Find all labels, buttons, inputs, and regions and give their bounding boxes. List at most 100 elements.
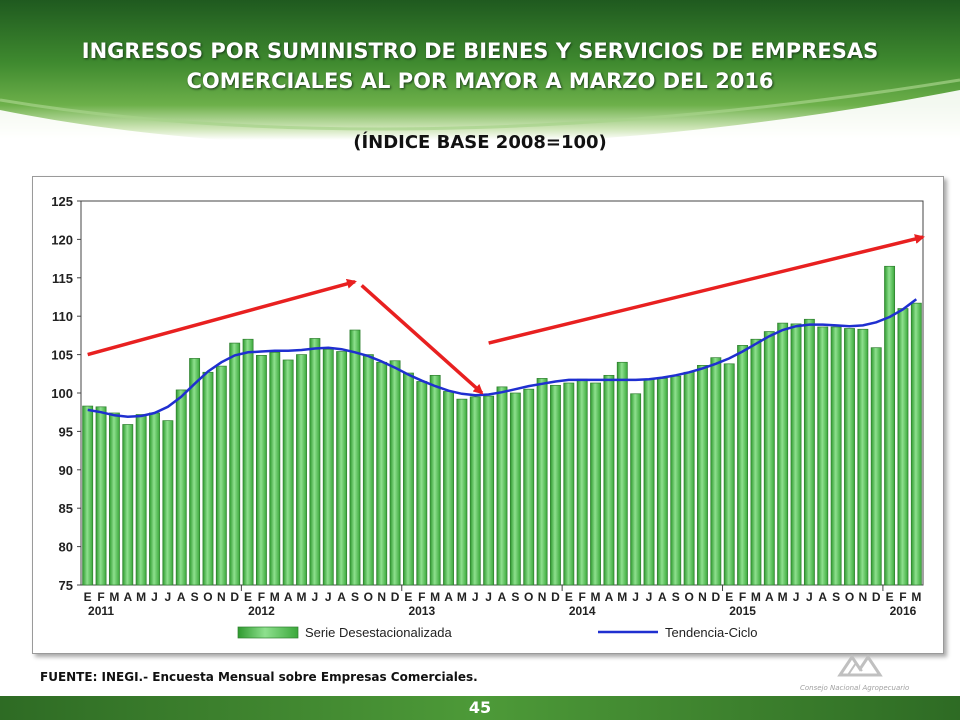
x-tick-label: S	[511, 590, 519, 604]
bar	[509, 392, 521, 586]
x-tick-label: S	[191, 590, 199, 604]
year-label: 2013	[408, 604, 435, 618]
bar	[336, 351, 348, 586]
bar	[683, 371, 695, 586]
x-tick-label: F	[418, 590, 425, 604]
x-tick-label: M	[778, 590, 788, 604]
x-tick-label: D	[230, 590, 239, 604]
year-label: 2016	[890, 604, 917, 618]
x-tick-label: A	[123, 590, 132, 604]
page-number: 45	[468, 698, 492, 717]
x-tick-label: J	[793, 590, 800, 604]
x-tick-label: A	[605, 590, 614, 604]
bar	[737, 345, 749, 586]
bar	[590, 382, 601, 586]
x-tick-label: N	[859, 590, 868, 604]
x-tick-label: M	[911, 590, 921, 604]
y-tick-label: 75	[59, 578, 73, 593]
x-tick-label: E	[886, 590, 894, 604]
bar	[443, 391, 454, 586]
bar	[135, 414, 147, 586]
year-label: 2012	[248, 604, 275, 618]
chart-subtitle: (ÍNDICE BASE 2008=100)	[353, 132, 607, 153]
x-tick-label: F	[899, 590, 906, 604]
x-tick-label: M	[591, 590, 601, 604]
trend-line	[87, 298, 918, 419]
y-tick-label: 115	[52, 271, 73, 286]
y-tick-label: 125	[51, 194, 73, 209]
x-tick-label: D	[712, 590, 721, 604]
year-label: 2015	[729, 604, 756, 618]
x-tick-label: O	[684, 590, 693, 604]
x-tick-label: J	[472, 590, 479, 604]
x-tick-label: D	[551, 590, 560, 604]
x-tick-label: S	[351, 590, 359, 604]
bar	[162, 420, 174, 586]
legend-bar-label: Serie Desestacionalizada	[305, 625, 452, 640]
bar	[550, 384, 561, 586]
x-tick-label: O	[364, 590, 373, 604]
bar	[910, 302, 922, 586]
bar	[309, 338, 321, 586]
year-label: 2014	[569, 604, 596, 618]
x-tick-label: F	[739, 590, 746, 604]
bar	[483, 395, 495, 586]
x-tick-label: A	[444, 590, 453, 604]
bar	[122, 424, 134, 586]
bar	[403, 372, 414, 586]
x-tick-label: E	[84, 590, 92, 604]
x-tick-label: N	[538, 590, 547, 604]
bar	[710, 357, 722, 586]
logo: Consejo Nacional Agropecuario	[800, 654, 909, 692]
x-tick-label: F	[97, 590, 104, 604]
y-tick-label: 100	[51, 386, 73, 401]
bar	[496, 386, 508, 586]
x-tick-label: A	[498, 590, 507, 604]
bar	[643, 378, 655, 586]
bar	[603, 374, 615, 586]
bar	[269, 351, 281, 586]
x-tick-label: A	[337, 590, 346, 604]
y-tick-label: 85	[59, 501, 73, 516]
bar	[376, 361, 388, 586]
x-tick-label: J	[485, 590, 492, 604]
bar	[777, 322, 789, 586]
x-tick-label: O	[524, 590, 533, 604]
bar	[870, 347, 882, 586]
x-tick-label: S	[832, 590, 840, 604]
bar	[523, 388, 535, 586]
x-tick-label: N	[377, 590, 386, 604]
bar	[857, 328, 869, 586]
bar	[790, 323, 802, 586]
bar	[189, 358, 201, 586]
trend-arrow	[360, 284, 484, 395]
x-tick-label: M	[297, 590, 307, 604]
svg-text:Consejo Nacional Agropecuario: Consejo Nacional Agropecuario	[800, 684, 909, 692]
bar	[670, 375, 682, 586]
x-tick-label: A	[284, 590, 293, 604]
legend-bar-swatch	[237, 626, 299, 639]
y-tick-label: 120	[51, 232, 73, 247]
footer-band	[0, 696, 960, 720]
banner-swoosh	[0, 78, 960, 160]
x-tick-label: F	[258, 590, 265, 604]
x-tick-label: D	[872, 590, 881, 604]
x-tick-label: E	[565, 590, 573, 604]
page-title: INGRESOS POR SUMINISTRO DE BIENES Y SERV…	[81, 39, 879, 93]
x-tick-label: F	[579, 590, 586, 604]
bar	[817, 326, 829, 586]
bar	[616, 361, 628, 586]
y-tick-label: 105	[51, 348, 73, 363]
bar	[322, 348, 334, 586]
bar	[108, 412, 120, 586]
x-tick-label: S	[672, 590, 680, 604]
bar	[175, 389, 187, 586]
bar	[844, 328, 855, 586]
bar	[282, 359, 294, 586]
x-tick-label: J	[312, 590, 319, 604]
x-tick-label: J	[151, 590, 158, 604]
bar	[215, 365, 227, 586]
x-tick-label: J	[646, 590, 653, 604]
bar	[255, 355, 267, 586]
